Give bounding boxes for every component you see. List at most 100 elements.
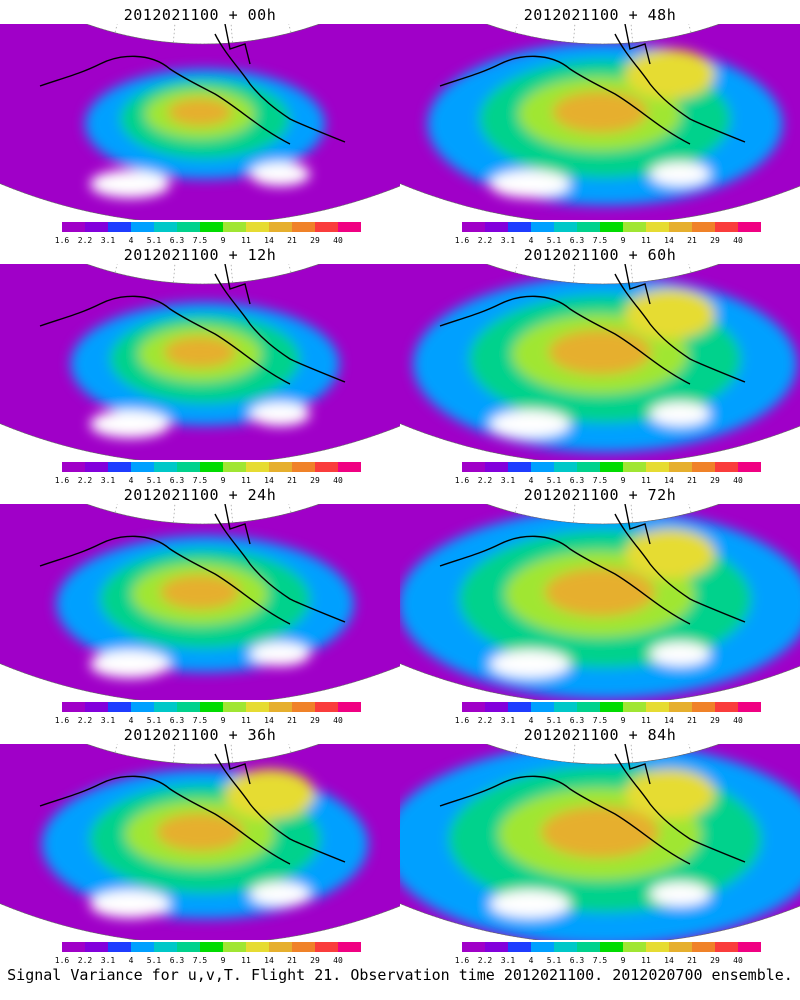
colorbar-tick-label: 14 xyxy=(264,236,274,245)
colorbar-labels: 1.6 2.2 3.1 4 5.1 6.3 7.5 9 11 14 21 29 40 xyxy=(455,236,762,246)
colorbar-swatch xyxy=(715,942,738,952)
colorbar-labels: 1.6 2.2 3.1 4 5.1 6.3 7.5 9 11 14 21 29 40 xyxy=(455,956,762,966)
colorbar-tick-label: 4 xyxy=(528,716,534,725)
colorbar-tick-label: 29 xyxy=(710,956,720,965)
variance-map xyxy=(0,24,400,220)
colorbar-tick-label: 21 xyxy=(687,716,697,725)
colorbar-swatch xyxy=(246,462,269,472)
colorbar-swatch xyxy=(600,222,623,232)
colorbar-swatch xyxy=(177,222,200,232)
colorbar-swatch xyxy=(485,222,508,232)
colorbar-swatch xyxy=(315,222,338,232)
variance-map xyxy=(0,504,400,700)
colorbar-tick-label: 21 xyxy=(287,236,297,245)
colorbar-tick-label: 14 xyxy=(664,956,674,965)
coastline xyxy=(39,504,346,625)
map-boundary xyxy=(0,24,400,220)
colorbar-swatch xyxy=(85,222,108,232)
variance-map xyxy=(400,504,800,700)
colorbar-swatch xyxy=(623,462,646,472)
colorbar-labels: 1.6 2.2 3.1 4 5.1 6.3 7.5 9 11 14 21 29 40 xyxy=(455,476,762,486)
colorbar-swatch xyxy=(462,462,485,472)
colorbar-tick-label: 9 xyxy=(620,236,626,245)
colorbar-tick-label: 9 xyxy=(220,476,226,485)
colorbar-tick-label: 7.5 xyxy=(192,716,208,725)
colorbar-swatch xyxy=(154,942,177,952)
colorbar-swatch xyxy=(62,942,85,952)
panel-title: 2012021100 + 48h xyxy=(523,6,677,24)
colorbar-tick-label: 2.2 xyxy=(477,716,493,725)
colorbar-tick-label: 6.3 xyxy=(569,236,585,245)
colorbar-swatch xyxy=(646,222,669,232)
colorbar-swatch xyxy=(623,702,646,712)
colorbar-swatch xyxy=(577,942,600,952)
map-boundary xyxy=(400,264,800,460)
colorbar-swatch xyxy=(315,942,338,952)
colorbar-swatch xyxy=(62,222,85,232)
colorbar-tick-label: 11 xyxy=(641,956,651,965)
colorbar-swatch xyxy=(108,222,131,232)
figure-caption: Signal Variance for u,v,T. Flight 21. Ob… xyxy=(7,966,793,984)
colorbar-tick-label: 14 xyxy=(264,716,274,725)
colorbar-swatch xyxy=(177,942,200,952)
colorbar-swatch xyxy=(338,462,361,472)
colorbar-tick-label: 5.1 xyxy=(146,476,162,485)
colorbar-swatch xyxy=(646,702,669,712)
colorbar-swatch xyxy=(623,222,646,232)
colorbar-tick-label: 1.6 xyxy=(454,956,470,965)
colorbar-swatch xyxy=(508,702,531,712)
colorbar-swatch xyxy=(315,462,338,472)
coastline xyxy=(439,744,746,865)
colorbar-swatch xyxy=(554,222,577,232)
colorbar-tick-label: 11 xyxy=(241,716,251,725)
colorbar-tick-label: 40 xyxy=(733,716,743,725)
colorbar-swatch xyxy=(692,222,715,232)
map-boundary xyxy=(0,504,400,700)
colorbar-tick-label: 9 xyxy=(220,236,226,245)
colorbar-swatch xyxy=(85,942,108,952)
panel-title: 2012021100 + 36h xyxy=(123,726,277,744)
colorbar-swatch xyxy=(154,462,177,472)
colorbar-tick-label: 5.1 xyxy=(146,956,162,965)
colorbar-swatch xyxy=(669,462,692,472)
colorbar-swatch xyxy=(738,222,761,232)
map-panel-60h: 2012021100 + 60h 1.6 2.2 3.1 4 5.1 6.3 7.5 9 11 1… xyxy=(400,240,800,485)
colorbar-tick-label: 6.3 xyxy=(169,236,185,245)
colorbar-tick-label: 40 xyxy=(333,476,343,485)
colorbar-swatch xyxy=(485,702,508,712)
colorbar-swatch xyxy=(692,702,715,712)
colorbar-tick-label: 6.3 xyxy=(169,716,185,725)
colorbar-tick-label: 40 xyxy=(733,956,743,965)
colorbar-swatch xyxy=(600,462,623,472)
panel-title: 2012021100 + 12h xyxy=(123,246,277,264)
colorbar-swatch xyxy=(715,462,738,472)
colorbar-tick-label: 11 xyxy=(641,476,651,485)
colorbar-tick-label: 5.1 xyxy=(146,236,162,245)
colorbar-swatch xyxy=(315,702,338,712)
colorbar-swatch xyxy=(246,222,269,232)
colorbar-tick-label: 1.6 xyxy=(454,716,470,725)
colorbar-tick-label: 40 xyxy=(333,956,343,965)
colorbar-swatch xyxy=(292,702,315,712)
variance-field xyxy=(0,504,400,700)
colorbar-swatch xyxy=(246,942,269,952)
variance-field xyxy=(0,24,400,220)
colorbar-swatch xyxy=(531,942,554,952)
colorbar xyxy=(462,702,761,712)
colorbar-tick-label: 14 xyxy=(264,956,274,965)
variance-map xyxy=(400,744,800,940)
colorbar-swatch xyxy=(531,462,554,472)
colorbar-swatch xyxy=(200,942,223,952)
colorbar-tick-label: 1.6 xyxy=(54,716,70,725)
colorbar-swatch xyxy=(715,222,738,232)
variance-map xyxy=(0,744,400,940)
coastline xyxy=(39,24,346,145)
colorbar-labels: 1.6 2.2 3.1 4 5.1 6.3 7.5 9 11 14 21 29 40 xyxy=(55,956,362,966)
colorbar-tick-label: 14 xyxy=(664,476,674,485)
colorbar-tick-label: 1.6 xyxy=(54,476,70,485)
colorbar-tick-label: 9 xyxy=(620,716,626,725)
colorbar-tick-label: 7.5 xyxy=(192,956,208,965)
colorbar-tick-label: 21 xyxy=(687,956,697,965)
colorbar-swatch xyxy=(269,462,292,472)
colorbar-swatch xyxy=(554,462,577,472)
